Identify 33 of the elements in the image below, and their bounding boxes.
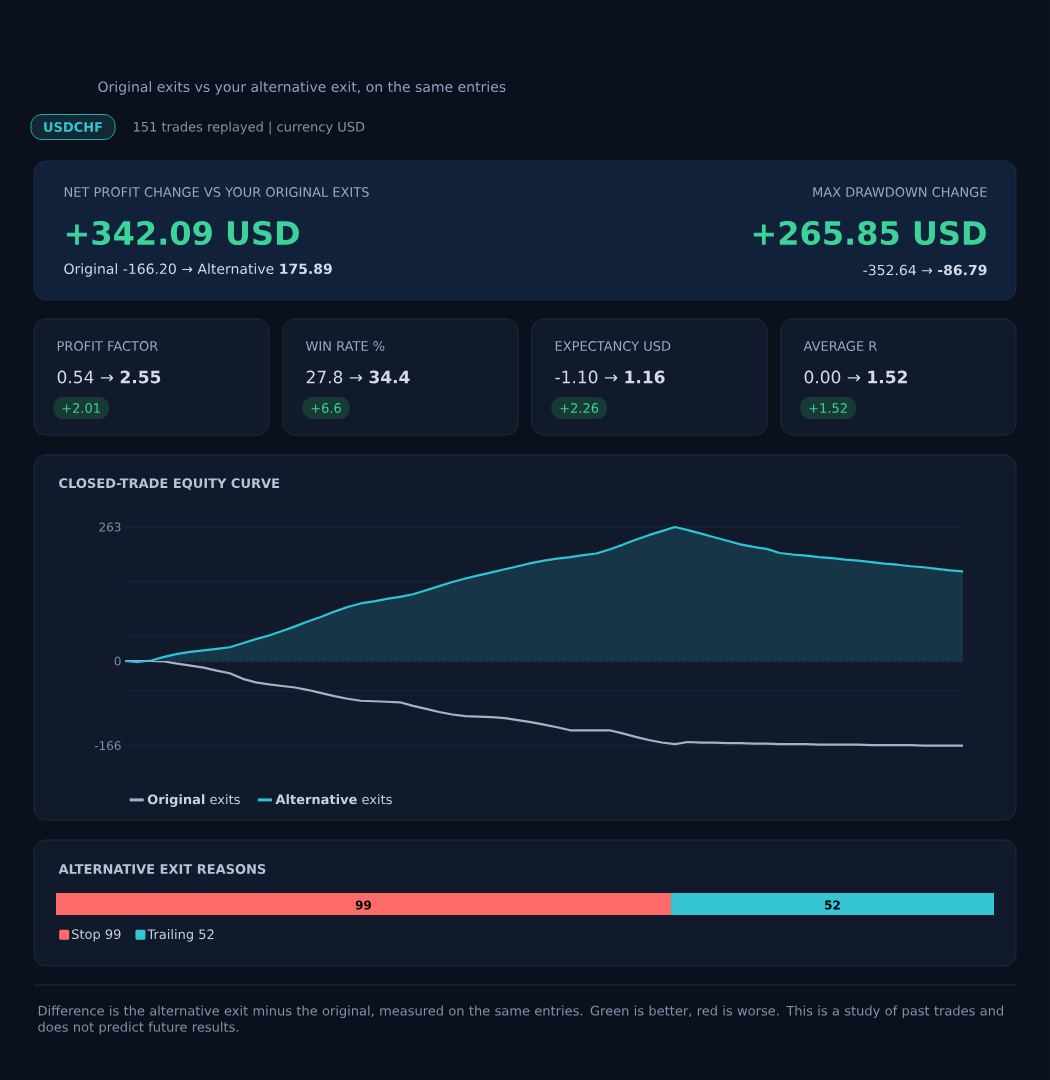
text: -352.64 → -86.79 xyxy=(863,264,987,276)
text: WIN RATE % xyxy=(305,341,385,351)
text: +342.09 USD xyxy=(66,220,299,246)
text: -1.10 → 1.16 xyxy=(555,370,665,384)
text: +6.6 xyxy=(311,403,341,413)
text: +1.52 xyxy=(809,403,847,413)
data-label: 99 xyxy=(355,900,372,910)
legend-label: Stop 99 xyxy=(72,929,121,942)
text: 0.54 → 2.55 xyxy=(57,370,161,384)
y-tick-label: 263 xyxy=(99,522,121,532)
text: 27.8 → 34.4 xyxy=(306,370,410,384)
text: +265.85 USD xyxy=(753,220,986,246)
legend-label: Trailing 52 xyxy=(147,929,214,942)
chart-title: CLOSED-TRADE EQUITY CURVE xyxy=(59,478,280,490)
text: Difference is the alternative exit minus the original, measured on the same entries. Green is better, red is worse. This is a study of past trades and does not predict future results. xyxy=(38,1005,1004,1035)
text: +2.26 xyxy=(560,403,599,413)
text: EXPECTANCY USD xyxy=(555,341,671,351)
legend-label: Alternative exits xyxy=(275,794,392,805)
text: PROFIT FACTOR xyxy=(57,341,158,351)
text: Original exits vs your alternative exit, on the same entries xyxy=(98,81,506,95)
text: MAX DRAWDOWN CHANGE xyxy=(813,187,987,197)
y-tick-label: -166 xyxy=(94,741,121,751)
text: 151 trades replayed | currency USD xyxy=(133,121,365,135)
text: Original -166.20 → Alternative 175.89 xyxy=(64,263,332,277)
text: +2.01 xyxy=(62,403,100,413)
text: NET PROFIT CHANGE VS YOUR ORIGINAL EXITS xyxy=(64,187,369,197)
text: AVERAGE R xyxy=(803,341,877,351)
y-tick-label: 0 xyxy=(114,656,121,666)
text: USDCHF xyxy=(44,122,102,132)
data-label: 52 xyxy=(825,900,840,910)
text: 0.00 → 1.52 xyxy=(804,370,907,384)
chart-title: ALTERNATIVE EXIT REASONS xyxy=(58,864,266,874)
legend-label: Original exits xyxy=(147,794,240,807)
